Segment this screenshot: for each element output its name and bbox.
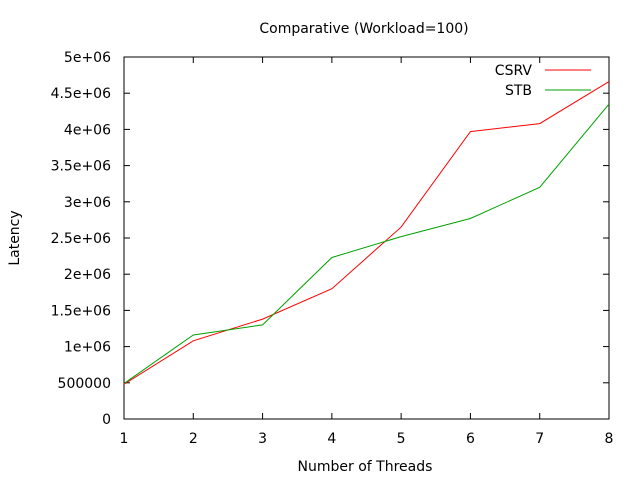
y-tick-label: 4.5e+06 bbox=[51, 86, 112, 102]
y-axis-ticks: 0 500000 1e+06 1.5e+06 2e+06 2.5e+06 3e+06 3.5e… bbox=[51, 50, 609, 428]
plot-frame bbox=[123, 56, 610, 420]
legend-label-stb: STB bbox=[505, 83, 532, 99]
series-line-csrv bbox=[123, 81, 610, 385]
series-line-stb bbox=[123, 103, 610, 384]
x-tick-label: 5 bbox=[397, 431, 406, 447]
y-tick-label: 5e+06 bbox=[64, 50, 111, 66]
x-tick-label: 1 bbox=[120, 431, 129, 447]
x-axis-ticks: 1 2 3 4 5 6 7 8 bbox=[120, 57, 614, 447]
legend-label-csrv: CSRV bbox=[495, 63, 533, 79]
y-tick-label: 1.5e+06 bbox=[51, 303, 112, 319]
y-tick-label: 2.5e+06 bbox=[51, 231, 112, 247]
y-tick-label: 4e+06 bbox=[64, 122, 111, 138]
x-axis-label: Number of Threads bbox=[298, 459, 433, 475]
x-tick-label: 6 bbox=[466, 431, 475, 447]
series-lines bbox=[123, 81, 610, 385]
y-tick-label: 3.5e+06 bbox=[51, 159, 112, 175]
x-tick-label: 4 bbox=[327, 431, 336, 447]
legend: CSRV STB bbox=[495, 63, 591, 99]
y-tick-label: 2e+06 bbox=[64, 267, 111, 283]
x-tick-label: 8 bbox=[605, 431, 614, 447]
y-tick-label: 500000 bbox=[58, 376, 111, 392]
x-tick-label: 3 bbox=[258, 431, 267, 447]
y-tick-label: 1e+06 bbox=[64, 340, 111, 356]
x-tick-label: 7 bbox=[535, 431, 544, 447]
y-tick-label: 0 bbox=[102, 412, 111, 428]
chart-title: Comparative (Workload=100) bbox=[259, 21, 468, 37]
y-axis-label: Latency bbox=[7, 210, 23, 265]
y-tick-label: 3e+06 bbox=[64, 195, 111, 211]
x-tick-label: 2 bbox=[189, 431, 198, 447]
